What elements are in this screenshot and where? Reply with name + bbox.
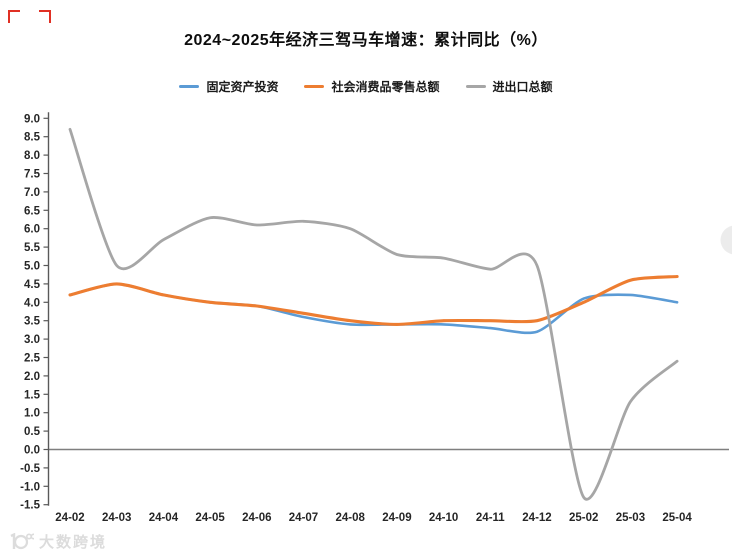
legend-item-imports-exports[interactable]: 进出口总额 bbox=[465, 78, 553, 95]
x-axis-tick-label: 24-03 bbox=[102, 512, 131, 524]
x-axis-tick-label: 24-08 bbox=[335, 512, 365, 524]
y-axis-tick-label: 7.0 bbox=[24, 187, 40, 199]
y-axis-tick-label: 2.0 bbox=[24, 371, 40, 383]
y-axis-tick-label: 3.0 bbox=[24, 334, 40, 346]
x-axis-tick-label: 24-10 bbox=[429, 512, 458, 524]
x-axis-tick-label: 24-07 bbox=[289, 512, 318, 524]
y-axis-tick-label: 8.5 bbox=[24, 132, 41, 144]
legend-item-retail-sales[interactable]: 社会消费品零售总额 bbox=[304, 78, 440, 95]
y-axis-tick-label: 8.0 bbox=[24, 150, 40, 162]
y-axis-tick-label: -1.5 bbox=[20, 500, 40, 512]
x-axis-tick-label: 24-11 bbox=[476, 512, 505, 524]
x-axis-tick-label: 24-04 bbox=[149, 512, 179, 524]
series-line-fixed-asset-investment bbox=[68, 282, 679, 335]
y-axis-tick-label: 9.0 bbox=[24, 113, 40, 125]
y-axis-tick-label: 4.5 bbox=[24, 279, 41, 291]
red-annotation-mark-right bbox=[39, 10, 51, 23]
watermark: 大数跨境 bbox=[8, 531, 107, 552]
y-axis-tick-label: 1.0 bbox=[24, 408, 40, 420]
x-axis-tick-label: 24-05 bbox=[195, 512, 225, 524]
y-axis-tick-label: 6.5 bbox=[24, 205, 41, 217]
y-axis-tick-label: 3.5 bbox=[24, 316, 41, 328]
legend-line-swatch-gray bbox=[465, 84, 486, 89]
x-axis-tick-label: 25-04 bbox=[662, 512, 692, 524]
y-axis-tick-label: -0.5 bbox=[20, 463, 40, 475]
y-axis-tick-label: 1.5 bbox=[24, 389, 41, 401]
y-axis-tick-label: 7.5 bbox=[24, 169, 41, 181]
y-axis-tick-label: 5.5 bbox=[24, 242, 41, 254]
chart-title: 2024~2025年经济三驾马车增速：累计同比（%） bbox=[184, 32, 548, 49]
x-axis-tick-label: 24-12 bbox=[522, 512, 551, 524]
x-axis-tick-label: 24-09 bbox=[382, 512, 411, 524]
series-line-imports-exports bbox=[68, 127, 679, 501]
watermark-text: 大数跨境 bbox=[39, 534, 108, 551]
legend-label: 固定资产投资 bbox=[206, 80, 279, 94]
series-line-retail-sales bbox=[68, 274, 679, 326]
chart-legend: 固定资产投资 社会消费品零售总额 进出口总额 bbox=[0, 78, 732, 95]
legend-label: 社会消费品零售总额 bbox=[331, 80, 440, 94]
y-axis-tick-label: 6.0 bbox=[24, 224, 40, 236]
legend-item-fixed-asset-investment[interactable]: 固定资产投资 bbox=[179, 78, 278, 95]
red-annotation-mark-left bbox=[8, 10, 20, 23]
floating-next-button[interactable] bbox=[720, 225, 732, 255]
x-axis-tick-label: 24-02 bbox=[55, 512, 84, 524]
y-axis-tick-label: 5.0 bbox=[24, 261, 40, 273]
y-axis-tick-label: -1.0 bbox=[20, 481, 40, 493]
legend-line-swatch-orange bbox=[304, 84, 325, 89]
legend-label: 进出口总额 bbox=[492, 80, 553, 94]
legend-line-swatch-blue bbox=[179, 84, 200, 89]
y-axis-tick-label: 0.5 bbox=[24, 426, 41, 438]
x-axis-tick-label: 25-03 bbox=[616, 512, 645, 524]
y-axis-tick-label: 2.5 bbox=[24, 353, 41, 365]
y-axis-tick-label: 4.0 bbox=[24, 297, 40, 309]
x-axis-tick-label: 25-02 bbox=[569, 512, 598, 524]
y-axis-tick-label: 0.0 bbox=[24, 445, 40, 457]
x-axis-tick-label: 24-06 bbox=[242, 512, 271, 524]
watermark-logo-icon bbox=[10, 532, 34, 549]
